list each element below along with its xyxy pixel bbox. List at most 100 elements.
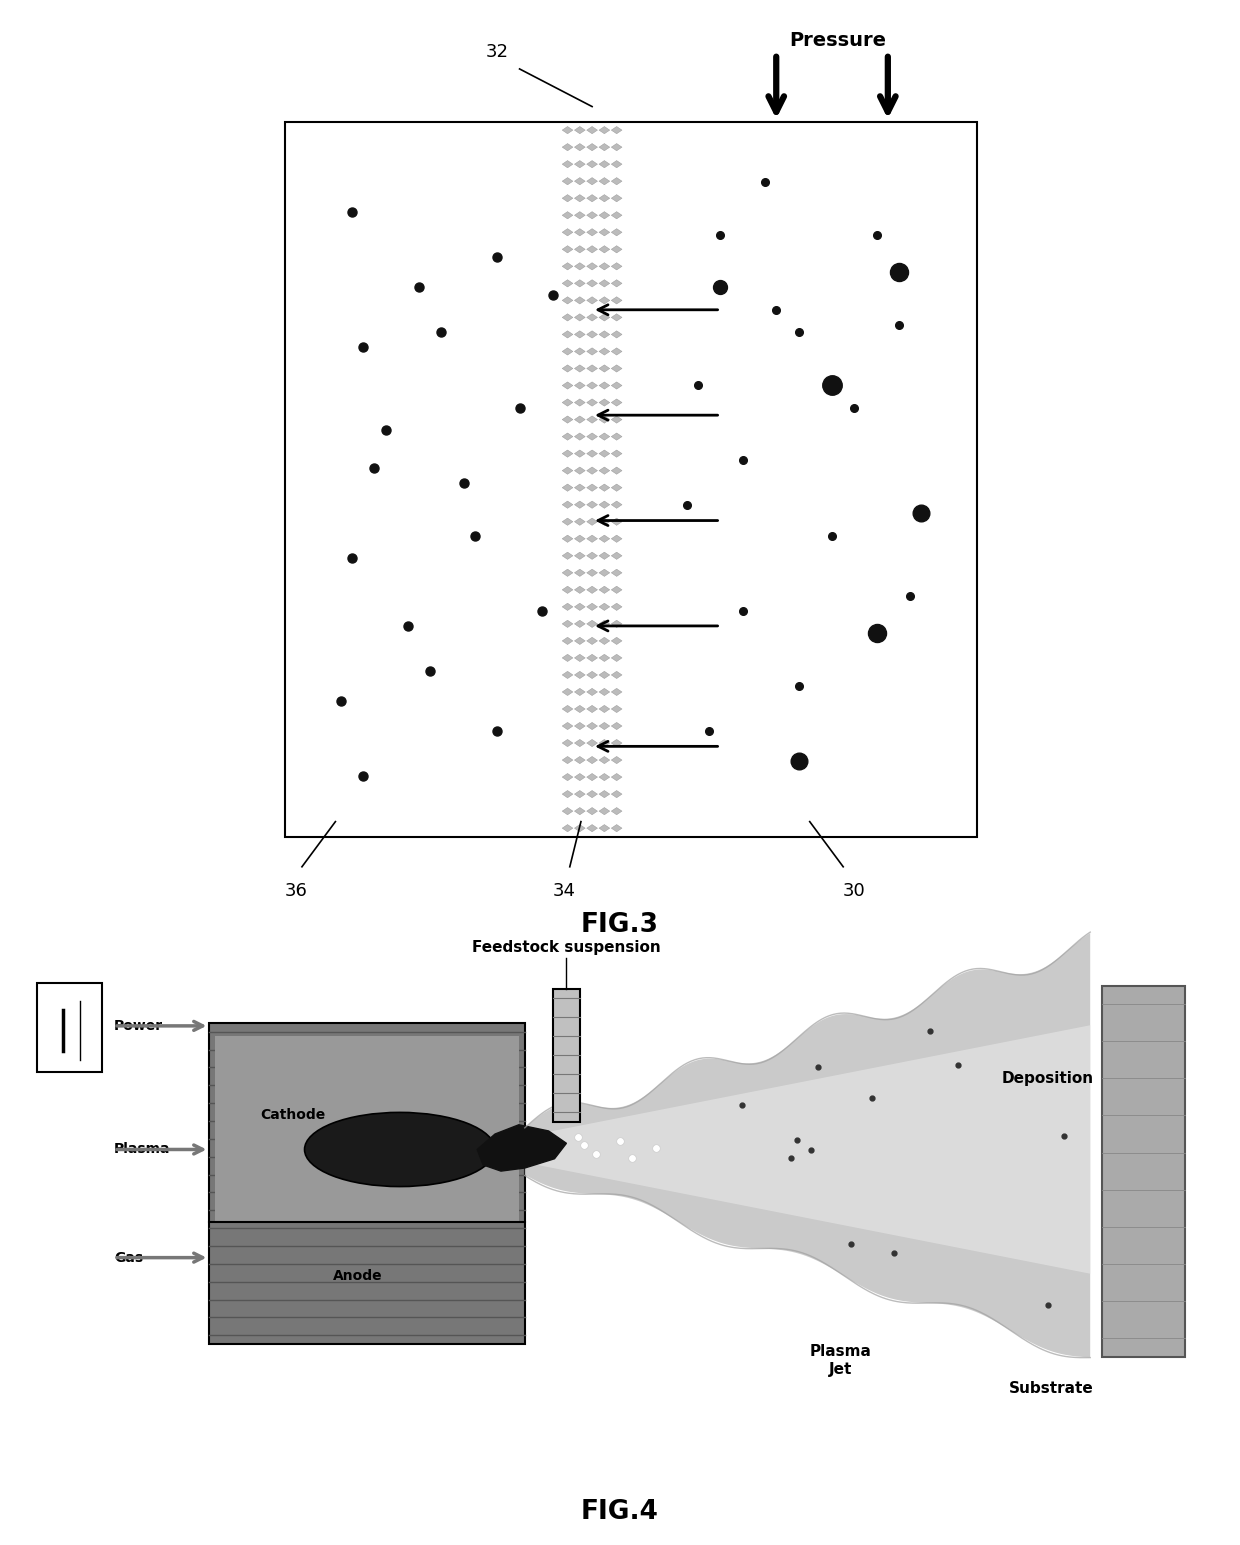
Polygon shape [599, 229, 610, 236]
Polygon shape [562, 518, 573, 525]
Polygon shape [611, 416, 622, 423]
Polygon shape [599, 314, 610, 321]
Polygon shape [587, 127, 598, 134]
Polygon shape [587, 195, 598, 202]
Text: 32: 32 [486, 43, 508, 62]
Polygon shape [611, 603, 622, 610]
Polygon shape [574, 161, 585, 168]
Polygon shape [587, 212, 598, 219]
Polygon shape [611, 365, 622, 372]
Polygon shape [562, 331, 573, 338]
Polygon shape [562, 416, 573, 423]
Polygon shape [611, 501, 622, 508]
Polygon shape [574, 280, 585, 287]
Polygon shape [587, 825, 598, 831]
Polygon shape [574, 467, 585, 474]
Polygon shape [599, 399, 610, 406]
Polygon shape [574, 757, 585, 763]
Polygon shape [562, 280, 573, 287]
Polygon shape [574, 297, 585, 304]
Polygon shape [611, 144, 622, 151]
Polygon shape [587, 706, 598, 712]
Polygon shape [599, 518, 610, 525]
Polygon shape [574, 689, 585, 695]
Polygon shape [611, 297, 622, 304]
Polygon shape [562, 467, 573, 474]
Polygon shape [587, 467, 598, 474]
Polygon shape [587, 297, 598, 304]
Polygon shape [587, 569, 598, 576]
Polygon shape [587, 535, 598, 542]
Polygon shape [587, 246, 598, 253]
Polygon shape [562, 654, 573, 661]
Polygon shape [574, 416, 585, 423]
Polygon shape [599, 740, 610, 746]
Polygon shape [562, 757, 573, 763]
Polygon shape [562, 195, 573, 202]
Polygon shape [611, 654, 622, 661]
Polygon shape [574, 348, 585, 355]
Polygon shape [562, 212, 573, 219]
Polygon shape [562, 791, 573, 797]
Polygon shape [587, 603, 598, 610]
Polygon shape [599, 620, 610, 627]
Polygon shape [599, 263, 610, 270]
Polygon shape [587, 637, 598, 644]
Polygon shape [587, 484, 598, 491]
Polygon shape [587, 263, 598, 270]
Ellipse shape [305, 1112, 495, 1187]
Polygon shape [574, 825, 585, 831]
Polygon shape [525, 933, 1090, 1358]
Polygon shape [599, 382, 610, 389]
Polygon shape [587, 399, 598, 406]
Text: 30: 30 [843, 882, 866, 899]
Polygon shape [599, 195, 610, 202]
Polygon shape [611, 314, 622, 321]
Polygon shape [587, 518, 598, 525]
Polygon shape [587, 791, 598, 797]
Polygon shape [587, 144, 598, 151]
Polygon shape [587, 314, 598, 321]
Polygon shape [611, 569, 622, 576]
Polygon shape [587, 433, 598, 440]
Text: Gas: Gas [114, 1250, 143, 1265]
Polygon shape [599, 484, 610, 491]
Text: Substrate: Substrate [1009, 1381, 1094, 1397]
Polygon shape [599, 706, 610, 712]
Polygon shape [599, 280, 610, 287]
Polygon shape [587, 757, 598, 763]
Polygon shape [599, 671, 610, 678]
Bar [285, 122, 977, 837]
Polygon shape [587, 654, 598, 661]
Text: Feedstock suspension: Feedstock suspension [472, 939, 661, 955]
Polygon shape [562, 586, 573, 593]
Polygon shape [587, 501, 598, 508]
Polygon shape [611, 825, 622, 831]
Polygon shape [587, 178, 598, 185]
Polygon shape [562, 535, 573, 542]
Polygon shape [599, 416, 610, 423]
Polygon shape [574, 144, 585, 151]
Polygon shape [574, 791, 585, 797]
Polygon shape [599, 552, 610, 559]
Text: Plasma
Jet: Plasma Jet [810, 1344, 872, 1377]
Polygon shape [587, 382, 598, 389]
Polygon shape [562, 774, 573, 780]
Polygon shape [599, 603, 610, 610]
Polygon shape [611, 467, 622, 474]
Polygon shape [611, 263, 622, 270]
Polygon shape [599, 535, 610, 542]
Polygon shape [611, 399, 622, 406]
Polygon shape [574, 740, 585, 746]
Polygon shape [562, 348, 573, 355]
Polygon shape [562, 808, 573, 814]
Polygon shape [599, 246, 610, 253]
Polygon shape [611, 637, 622, 644]
Polygon shape [611, 740, 622, 746]
Polygon shape [599, 774, 610, 780]
Polygon shape [611, 518, 622, 525]
Polygon shape [587, 416, 598, 423]
Polygon shape [574, 552, 585, 559]
Polygon shape [587, 620, 598, 627]
Polygon shape [611, 808, 622, 814]
